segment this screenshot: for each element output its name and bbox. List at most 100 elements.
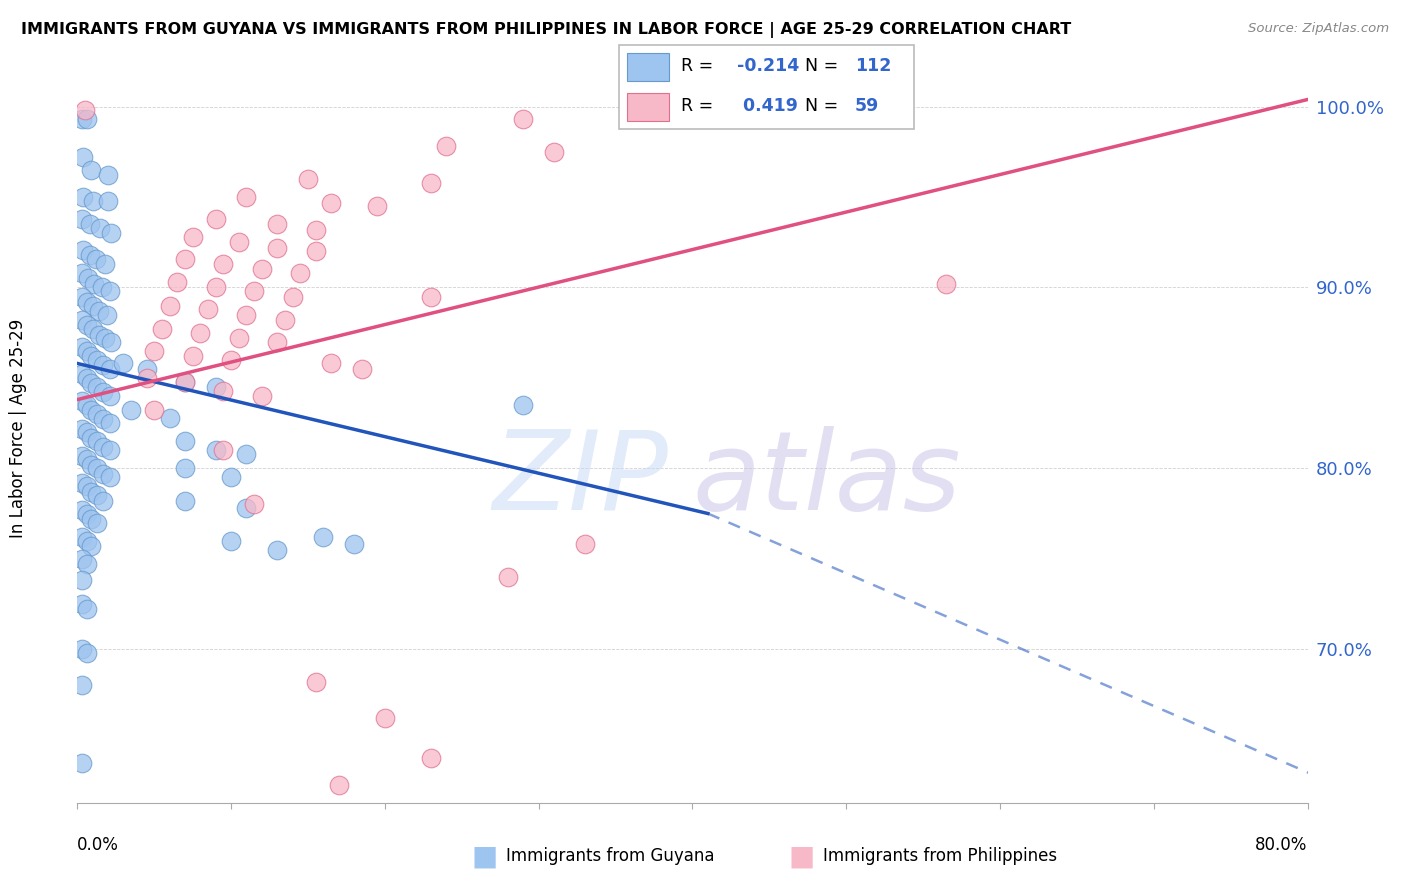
Bar <box>627 54 669 81</box>
Point <box>76 452 98 467</box>
Point <box>159 410 181 425</box>
Point <box>266 542 288 557</box>
Point <box>305 674 328 689</box>
Point <box>228 235 250 250</box>
Point <box>159 299 181 313</box>
Point <box>70 551 93 566</box>
Point <box>512 398 534 412</box>
Point <box>98 362 121 376</box>
Point <box>512 112 534 127</box>
Point <box>243 284 266 298</box>
Point <box>212 257 235 271</box>
Point <box>250 262 273 277</box>
Point <box>94 257 117 271</box>
Text: Immigrants from Philippines: Immigrants from Philippines <box>823 847 1057 865</box>
Text: ■: ■ <box>789 842 814 871</box>
Point <box>70 756 93 770</box>
Point <box>80 376 103 391</box>
Point <box>97 194 120 208</box>
Text: 59: 59 <box>855 96 879 114</box>
Point <box>93 493 115 508</box>
Point <box>76 371 98 385</box>
Point <box>274 313 297 327</box>
Point <box>70 449 93 463</box>
Point <box>80 163 103 178</box>
FancyBboxPatch shape <box>619 45 914 129</box>
Bar <box>627 93 669 120</box>
Point <box>420 176 443 190</box>
Text: R =: R = <box>681 96 718 114</box>
Point <box>70 503 93 517</box>
Text: Source: ZipAtlas.com: Source: ZipAtlas.com <box>1249 22 1389 36</box>
Point <box>174 252 197 266</box>
Point <box>86 461 108 475</box>
Point <box>143 343 166 358</box>
Point <box>150 322 173 336</box>
Point <box>243 498 266 512</box>
Point <box>70 266 93 280</box>
Point <box>86 434 108 449</box>
Point <box>70 530 93 544</box>
Point <box>219 352 242 367</box>
Point <box>93 440 115 454</box>
Point <box>350 362 373 376</box>
Point <box>436 139 458 153</box>
Point <box>72 150 94 164</box>
Point <box>72 190 94 204</box>
Point <box>76 533 98 548</box>
Point <box>197 302 219 317</box>
Point <box>343 537 366 551</box>
Point <box>79 248 101 262</box>
Point <box>80 484 103 499</box>
Point <box>94 331 117 345</box>
Text: 0.419: 0.419 <box>737 96 797 114</box>
Point <box>98 470 121 484</box>
Point <box>98 443 121 458</box>
Point <box>70 642 93 657</box>
Point <box>87 327 110 342</box>
Point <box>97 169 120 183</box>
Point <box>80 539 103 553</box>
Point <box>174 375 197 389</box>
Point <box>204 443 226 458</box>
Point <box>305 244 328 259</box>
Point <box>135 371 157 385</box>
Text: R =: R = <box>681 57 718 75</box>
Point <box>76 557 98 571</box>
Point <box>305 222 328 236</box>
Point <box>266 217 288 231</box>
Point <box>212 384 235 398</box>
Point <box>98 389 121 403</box>
Point <box>70 421 93 435</box>
Point <box>76 343 98 358</box>
Point <box>77 271 100 285</box>
Point <box>76 602 98 616</box>
Point <box>83 277 105 291</box>
Point <box>290 266 312 280</box>
Point <box>79 217 101 231</box>
Point <box>100 226 122 240</box>
Point <box>82 299 104 313</box>
Point <box>80 512 103 526</box>
Point <box>90 280 114 294</box>
Point <box>235 308 257 322</box>
Text: -0.214: -0.214 <box>737 57 799 75</box>
Point <box>70 112 93 127</box>
Point <box>166 275 188 289</box>
Point <box>76 479 98 493</box>
Point <box>366 199 388 213</box>
Point <box>80 403 103 417</box>
Point <box>204 280 226 294</box>
Text: ZIP: ZIP <box>492 425 668 533</box>
Point <box>84 252 107 266</box>
Text: atlas: atlas <box>693 425 962 533</box>
Point <box>93 358 115 372</box>
Point <box>86 407 108 421</box>
Text: 80.0%: 80.0% <box>1256 836 1308 854</box>
Point <box>574 537 596 551</box>
Text: ■: ■ <box>472 842 498 871</box>
Point <box>93 467 115 481</box>
Point <box>76 507 98 521</box>
Point <box>204 380 226 394</box>
Point <box>228 331 250 345</box>
